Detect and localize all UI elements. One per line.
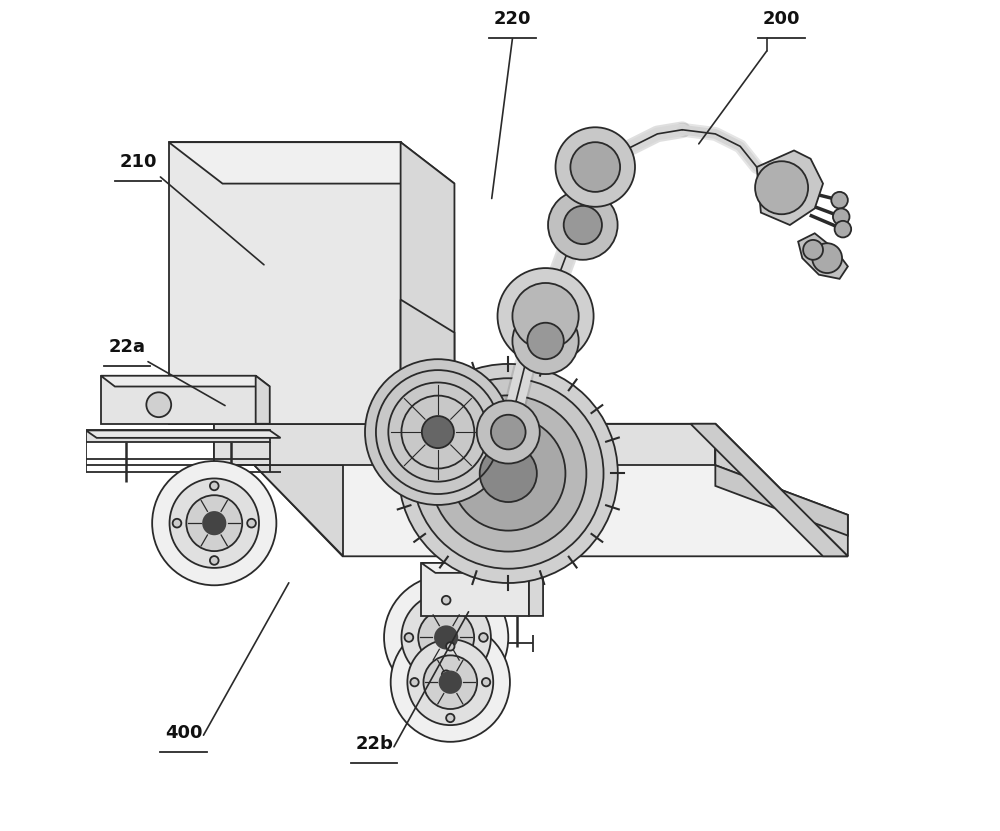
Circle shape	[413, 378, 604, 568]
Polygon shape	[421, 563, 543, 573]
Circle shape	[755, 161, 808, 214]
Circle shape	[442, 671, 451, 679]
Circle shape	[401, 593, 491, 682]
Circle shape	[570, 142, 620, 192]
Circle shape	[430, 396, 586, 552]
Polygon shape	[757, 150, 823, 225]
Circle shape	[512, 307, 579, 374]
Circle shape	[451, 416, 565, 531]
Circle shape	[247, 519, 256, 528]
Polygon shape	[214, 424, 343, 556]
Circle shape	[831, 192, 848, 209]
Circle shape	[440, 671, 461, 693]
Text: 220: 220	[494, 10, 531, 28]
Polygon shape	[421, 563, 529, 616]
Polygon shape	[529, 563, 543, 616]
Text: 400: 400	[165, 724, 202, 742]
Polygon shape	[401, 142, 454, 424]
Polygon shape	[214, 424, 715, 465]
Circle shape	[835, 221, 851, 238]
Circle shape	[399, 364, 618, 583]
Circle shape	[186, 495, 242, 551]
Polygon shape	[256, 376, 270, 424]
Text: 210: 210	[119, 153, 157, 171]
Circle shape	[410, 678, 419, 686]
Circle shape	[210, 481, 219, 490]
Circle shape	[548, 190, 618, 260]
Polygon shape	[798, 234, 848, 279]
Text: 22a: 22a	[109, 338, 146, 356]
Circle shape	[423, 656, 477, 709]
Circle shape	[446, 714, 454, 722]
Circle shape	[210, 556, 219, 565]
Circle shape	[405, 633, 413, 642]
Polygon shape	[86, 430, 270, 442]
Circle shape	[170, 479, 259, 568]
Circle shape	[479, 633, 488, 642]
Circle shape	[365, 359, 511, 505]
Polygon shape	[169, 142, 401, 424]
Circle shape	[435, 627, 457, 649]
Circle shape	[422, 416, 454, 448]
Circle shape	[418, 609, 474, 666]
Circle shape	[203, 512, 225, 534]
Circle shape	[491, 415, 526, 450]
Polygon shape	[690, 424, 848, 556]
Text: 22b: 22b	[355, 735, 393, 754]
Polygon shape	[214, 424, 848, 556]
Circle shape	[512, 283, 579, 349]
Circle shape	[833, 209, 850, 225]
Circle shape	[477, 401, 540, 464]
Circle shape	[482, 678, 490, 686]
Text: 200: 200	[763, 10, 800, 28]
Circle shape	[407, 639, 493, 725]
Circle shape	[527, 322, 564, 359]
Polygon shape	[169, 142, 454, 184]
Circle shape	[391, 622, 510, 742]
Polygon shape	[101, 376, 270, 386]
Polygon shape	[715, 465, 848, 536]
Circle shape	[803, 240, 823, 260]
Circle shape	[173, 519, 181, 528]
Polygon shape	[101, 376, 256, 424]
Circle shape	[384, 575, 508, 700]
Circle shape	[812, 243, 842, 273]
Polygon shape	[401, 299, 454, 424]
Circle shape	[564, 206, 602, 244]
Circle shape	[442, 596, 451, 604]
Circle shape	[146, 392, 171, 417]
Circle shape	[446, 642, 454, 651]
Circle shape	[555, 127, 635, 207]
Circle shape	[480, 445, 537, 502]
Polygon shape	[715, 424, 848, 556]
Circle shape	[152, 461, 276, 585]
Circle shape	[498, 268, 594, 364]
Polygon shape	[86, 430, 281, 438]
